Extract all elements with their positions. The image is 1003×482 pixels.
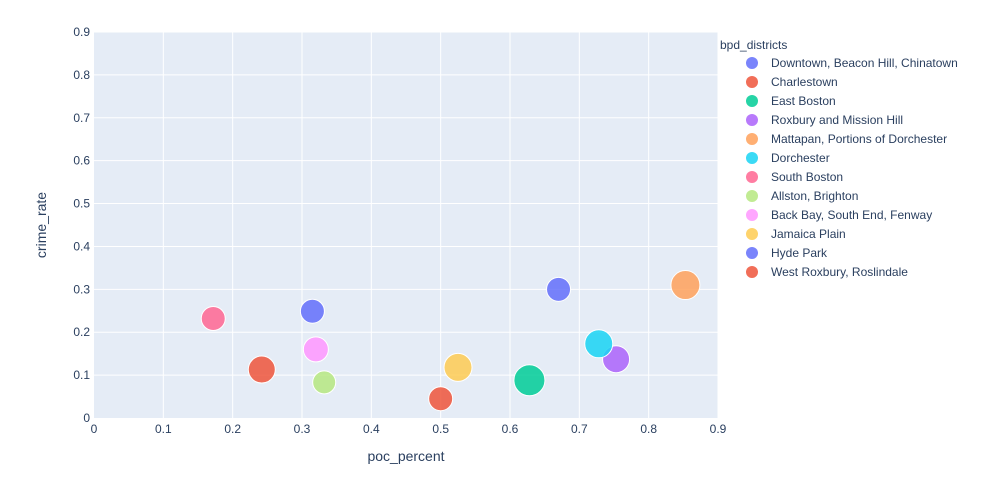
legend-item-label[interactable]: Roxbury and Mission Hill xyxy=(771,113,903,127)
y-tick-label: 0.1 xyxy=(73,368,90,382)
data-point[interactable] xyxy=(584,329,614,359)
data-point[interactable] xyxy=(443,352,473,382)
data-point[interactable] xyxy=(546,276,572,302)
y-tick-label: 0 xyxy=(83,411,90,425)
legend-item-label[interactable]: Jamaica Plain xyxy=(771,227,846,241)
data-point[interactable] xyxy=(670,270,701,301)
legend-marker[interactable] xyxy=(746,114,758,126)
y-tick-label: 0.2 xyxy=(73,325,90,339)
y-tick-label: 0.6 xyxy=(73,154,90,168)
data-point[interactable] xyxy=(302,336,329,363)
x-tick-labels: 0 0.1 0.2 0.3 0.4 0.5 0.6 0.7 0.8 0.9 xyxy=(91,422,727,436)
y-tick-label: 0.5 xyxy=(73,197,90,211)
x-tick-label: 0.7 xyxy=(571,422,588,436)
legend-item-label[interactable]: East Boston xyxy=(771,94,836,108)
legend-marker[interactable] xyxy=(746,209,758,221)
legend-marker[interactable] xyxy=(746,152,758,164)
legend-item-label[interactable]: Charlestown xyxy=(771,75,838,89)
legend-title: bpd_districts xyxy=(720,38,787,52)
y-tick-label: 0.4 xyxy=(73,239,90,253)
legend: bpd_districts Downtown, Beacon Hill, Chi… xyxy=(720,38,958,279)
y-tick-label: 0.7 xyxy=(73,111,90,125)
data-point[interactable] xyxy=(428,386,454,412)
x-tick-label: 0.6 xyxy=(502,422,519,436)
x-tick-label: 0.2 xyxy=(224,422,241,436)
data-point[interactable] xyxy=(299,298,325,324)
legend-item-label[interactable]: South Boston xyxy=(771,170,843,184)
y-tick-label: 0.9 xyxy=(73,25,90,39)
legend-marker[interactable] xyxy=(746,247,758,259)
legend-item-label[interactable]: Downtown, Beacon Hill, Chinatown xyxy=(771,56,958,70)
grid-lines xyxy=(94,31,719,418)
y-axis-title: crime_rate xyxy=(33,192,49,258)
x-tick-label: 0.1 xyxy=(155,422,172,436)
legend-item-label[interactable]: Hyde Park xyxy=(771,246,828,260)
legend-marker[interactable] xyxy=(746,95,758,107)
legend-item-label[interactable]: West Roxbury, Roslindale xyxy=(771,265,908,279)
legend-item-label[interactable]: Allston, Brighton xyxy=(771,189,858,203)
legend-item-label[interactable]: Dorchester xyxy=(771,151,830,165)
data-point[interactable] xyxy=(513,364,546,397)
legend-marker[interactable] xyxy=(746,76,758,88)
x-tick-label: 0.3 xyxy=(294,422,311,436)
data-points xyxy=(200,270,701,412)
x-tick-label: 0.5 xyxy=(432,422,449,436)
legend-item-label[interactable]: Back Bay, South End, Fenway xyxy=(771,208,932,222)
legend-marker[interactable] xyxy=(746,266,758,278)
legend-marker[interactable] xyxy=(746,57,758,69)
y-tick-labels: 0 0.1 0.2 0.3 0.4 0.5 0.6 0.7 0.8 0.9 xyxy=(73,25,90,425)
x-tick-label: 0.9 xyxy=(710,422,727,436)
legend-item-label[interactable]: Mattapan, Portions of Dorchester xyxy=(771,132,947,146)
data-point[interactable] xyxy=(247,355,276,384)
y-tick-label: 0.3 xyxy=(73,282,90,296)
x-axis-title: poc_percent xyxy=(367,448,444,464)
x-tick-label: 0.8 xyxy=(640,422,657,436)
legend-marker[interactable] xyxy=(746,228,758,240)
x-tick-label: 0 xyxy=(91,422,98,436)
legend-marker[interactable] xyxy=(746,190,758,202)
legend-marker[interactable] xyxy=(746,171,758,183)
y-tick-label: 0.8 xyxy=(73,68,90,82)
legend-marker[interactable] xyxy=(746,133,758,145)
data-point[interactable] xyxy=(200,305,226,331)
data-point[interactable] xyxy=(312,370,337,395)
x-tick-label: 0.4 xyxy=(363,422,380,436)
